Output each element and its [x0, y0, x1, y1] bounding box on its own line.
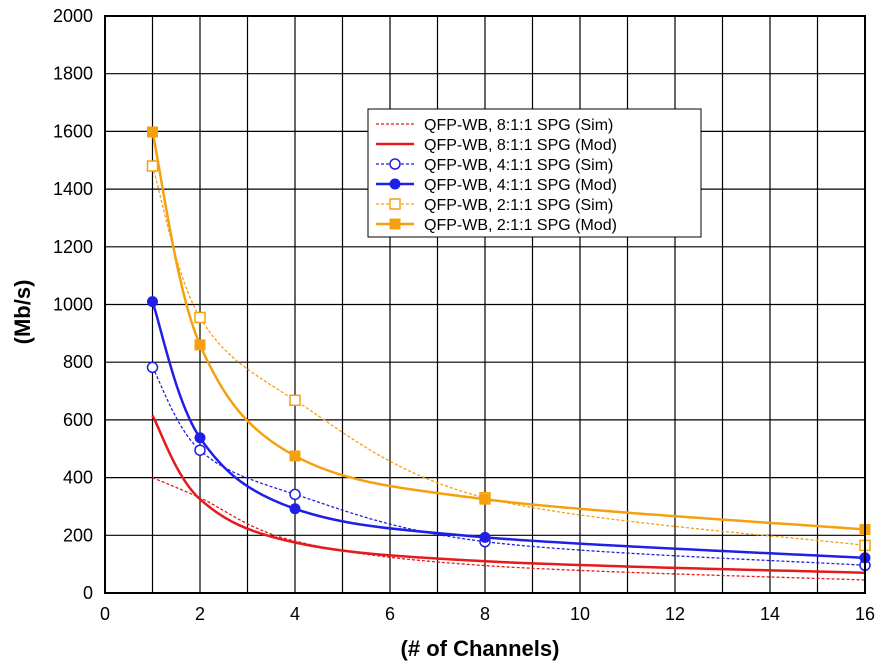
series-line [151, 301, 866, 560]
data-point-marker [146, 160, 159, 172]
y-tick-label: 0 [83, 583, 93, 603]
data-point-marker [389, 178, 401, 190]
legend: QFP-WB, 8:1:1 SPG (Sim) QFP-WB, 8:1:1 SPG… [367, 108, 702, 238]
data-point-marker [194, 444, 206, 456]
legend-box [367, 108, 702, 238]
y-tick-label: 200 [63, 525, 93, 545]
data-point-marker [194, 311, 206, 324]
y-tick-label: 1000 [53, 295, 93, 315]
legend-entry: QFP-WB, 4:1:1 SPG (Sim) [376, 157, 613, 174]
x-tick-label: 0 [100, 604, 110, 624]
y-axis-title: (Mb/s) [10, 280, 35, 345]
y-tick-label: 1400 [53, 179, 93, 199]
x-tick-label: 10 [570, 604, 590, 624]
x-tick-label: 14 [760, 604, 780, 624]
series-line [151, 414, 866, 575]
legend-label: QFP-WB, 4:1:1 SPG (Sim) [424, 157, 613, 174]
legend-entry: QFP-WB, 8:1:1 SPG (Sim) [376, 117, 613, 134]
legend-entry: QFP-WB, 4:1:1 SPG (Mod) [376, 177, 617, 194]
data-point-marker [479, 531, 491, 543]
y-tick-label: 1800 [53, 64, 93, 84]
data-point-marker [479, 493, 491, 505]
y-tick-label: 600 [63, 410, 93, 430]
y-tick-labels: 0 200 400 600 800 1000 1200 1400 1600 1800 2000 [53, 6, 93, 603]
y-tick-label: 400 [63, 468, 93, 488]
legend-label: QFP-WB, 4:1:1 SPG (Mod) [424, 177, 617, 194]
data-point-marker [194, 432, 206, 444]
grid-lines [105, 15, 865, 594]
y-tick-label: 1600 [53, 121, 93, 141]
series-line [151, 165, 866, 547]
data-point-marker [289, 394, 301, 407]
data-point-marker [389, 218, 401, 230]
x-axis-title: (# of Channels) [401, 636, 560, 661]
legend-entry: QFP-WB, 2:1:1 SPG (Sim) [376, 197, 613, 214]
series-lines [146, 126, 871, 581]
data-point-marker [289, 450, 301, 462]
y-tick-label: 1200 [53, 237, 93, 257]
x-tick-label: 8 [480, 604, 490, 624]
legend-entry: QFP-WB, 8:1:1 SPG (Mod) [376, 137, 617, 154]
y-tick-label: 2000 [53, 6, 93, 26]
data-point-marker [289, 503, 301, 515]
data-point-marker [194, 339, 206, 351]
x-tick-label: 4 [290, 604, 300, 624]
x-tick-label: 6 [385, 604, 395, 624]
legend-label: QFP-WB, 2:1:1 SPG (Mod) [424, 217, 617, 234]
legend-label: QFP-WB, 8:1:1 SPG (Mod) [424, 137, 617, 154]
legend-entry: QFP-WB, 2:1:1 SPG (Mod) [376, 217, 617, 234]
x-tick-label: 16 [855, 604, 875, 624]
plot-frame [104, 15, 866, 594]
x-tick-labels: 0 2 4 6 8 10 12 14 16 [100, 604, 875, 624]
data-point-marker [289, 488, 301, 501]
x-tick-label: 2 [195, 604, 205, 624]
data-point-marker [147, 296, 158, 308]
legend-label: QFP-WB, 8:1:1 SPG (Sim) [424, 117, 613, 134]
data-point-marker [389, 198, 401, 210]
data-point-marker [146, 361, 159, 374]
legend-label: QFP-WB, 2:1:1 SPG (Sim) [424, 197, 613, 214]
series-line [151, 131, 866, 531]
y-tick-label: 800 [63, 352, 93, 372]
data-point-marker [389, 158, 401, 170]
x-tick-label: 12 [665, 604, 685, 624]
data-point-marker [147, 126, 158, 138]
series-2 [151, 414, 866, 575]
series-4 [147, 296, 871, 564]
